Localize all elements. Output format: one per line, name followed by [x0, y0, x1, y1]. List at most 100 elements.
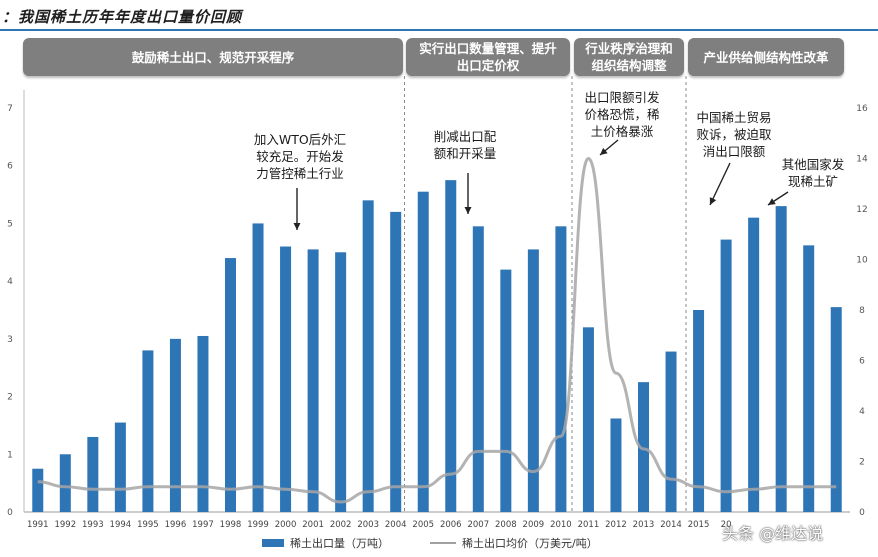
y-left-tick-label: 6 [7, 162, 13, 172]
annotation-price-spike: 出口限额引发 价格恐慌，稀 土价格暴涨 [584, 90, 660, 139]
x-tick-label: 2015 [688, 520, 710, 530]
y-left-tick-label: 5 [7, 219, 13, 229]
bar-2013 [638, 382, 649, 512]
bar-1994 [114, 422, 126, 512]
x-tick-label: 1992 [54, 520, 76, 530]
x-tick-label: 1993 [82, 520, 104, 530]
x-tick-label: 1996 [165, 520, 187, 530]
annotation-wto: 加入WTO后外汇 较充足。开始发 力管控稀土行业 [253, 132, 347, 181]
bar-1999 [252, 223, 264, 512]
watermark: 头条 @维达说 [722, 524, 824, 543]
bar-1997 [197, 335, 209, 512]
y-left-tick-label: 2 [7, 393, 13, 403]
x-tick-label: 2010 [550, 520, 572, 530]
bar-2002 [335, 252, 347, 513]
y-right-tick-label: 0 [859, 508, 865, 518]
bar-2003 [362, 200, 374, 513]
x-tick-label: 2007 [467, 520, 489, 530]
annotation-arrowhead-1 [293, 223, 301, 230]
bar-2017 [748, 217, 760, 512]
y-left-tick-label: 7 [7, 104, 13, 114]
y-left-tick-label: 4 [7, 277, 13, 287]
annotation-wto-loss: 中国稀土贸易 败诉，被迫取 消出口限额 [696, 110, 772, 159]
bar-1998 [225, 258, 236, 512]
x-tick-label: 2001 [302, 520, 324, 530]
x-tick-label: 20 [721, 520, 732, 530]
y-right-tick-label: 6 [859, 357, 865, 367]
x-tick-label: 2013 [633, 520, 655, 530]
bar-2018 [775, 206, 787, 512]
x-tick-label: 1995 [137, 520, 159, 530]
bar-2020 [830, 307, 842, 512]
annotation-arrowhead-3 [600, 147, 608, 155]
y-right-tick-label: 14 [856, 155, 868, 165]
bar-2012 [610, 418, 622, 512]
phase-label-4: 产业供给侧结构性改革 [688, 38, 844, 76]
x-tick-label: 1994 [110, 520, 132, 530]
x-tick-label: 2003 [357, 520, 379, 530]
legend-bar-item: 稀土出口量（万吨） [262, 535, 389, 551]
x-tick-label: 2012 [605, 520, 627, 530]
x-tick-label: 2000 [275, 520, 297, 530]
y-left-tick-label: 0 [7, 508, 13, 518]
x-tick-label: 2005 [412, 520, 434, 530]
x-tick-label: 2014 [660, 520, 682, 530]
bar-2014 [665, 351, 677, 512]
y-right-tick-label: 16 [856, 104, 868, 114]
bar-2006 [445, 180, 457, 512]
bar-2008 [500, 269, 512, 512]
bar-2001 [307, 249, 319, 512]
bar-1995 [142, 350, 154, 512]
bar-2004 [390, 211, 402, 512]
x-tick-label: 2006 [440, 520, 462, 530]
phase-label-2: 实行出口数量管理、提升 出口定价权 [406, 38, 570, 76]
y-right-tick-label: 2 [859, 458, 865, 468]
bar-2019 [803, 245, 815, 513]
title-bar: ：我国稀土历年年度出口量价回顾 [0, 0, 878, 31]
x-tick-label: 2011 [578, 520, 600, 530]
y-right-tick-label: 10 [856, 256, 868, 266]
annotation-other-countries: 其他国家发 现稀土矿 [781, 157, 845, 189]
price-line [37, 156, 837, 504]
x-tick-label: 2002 [330, 520, 352, 530]
bar-2016 [720, 239, 732, 513]
y-right-tick-label: 8 [859, 306, 865, 316]
bar-1996 [169, 338, 181, 512]
legend-bar-label: 稀土出口量（万吨） [290, 537, 389, 550]
bar-1992 [59, 454, 71, 512]
x-tick-label: 1997 [192, 520, 214, 530]
title-underline [0, 29, 878, 31]
x-tick-label: 1991 [27, 520, 49, 530]
bar-2009 [527, 249, 539, 512]
x-tick-label: 2009 [523, 520, 545, 530]
annotation-arrowhead-5 [768, 198, 776, 205]
annotation-arrowhead-4 [709, 197, 717, 205]
x-tick-label: 1999 [247, 520, 269, 530]
chart-title: ：我国稀土历年年度出口量价回顾 [2, 8, 243, 26]
y-right-tick-label: 12 [856, 205, 867, 215]
y-left-tick-label: 1 [7, 450, 13, 460]
bar-2015 [693, 310, 705, 512]
y-right-tick-label: 4 [859, 407, 865, 417]
bar-2005 [417, 191, 429, 512]
bar-2007 [472, 226, 484, 513]
y-left-tick-label: 3 [7, 335, 13, 345]
legend-line-swatch [430, 542, 456, 544]
annotation-arrow-4 [709, 162, 731, 206]
legend-line-item: 稀土出口均价（万美元/吨） [430, 535, 598, 551]
bar-2000 [280, 246, 292, 512]
x-tick-label: 1998 [220, 520, 242, 530]
phase-label-3: 行业秩序治理和 组织结构调整 [574, 38, 684, 76]
phase-label-1: 鼓励稀土出口、规范开采程序 [23, 38, 403, 76]
legend-line-label: 稀土出口均价（万美元/吨） [462, 537, 598, 550]
annotation-quota-cut: 削减出口配 额和开采量 [433, 129, 497, 161]
bar-2010 [555, 226, 567, 513]
annotation-arrowhead-2 [464, 207, 472, 214]
bar-1991 [32, 468, 44, 512]
bar-1993 [87, 436, 99, 512]
x-tick-label: 2004 [385, 520, 407, 530]
x-tick-label: 2008 [495, 520, 517, 530]
bar-2011 [582, 327, 594, 512]
legend-bar-swatch [262, 539, 284, 547]
